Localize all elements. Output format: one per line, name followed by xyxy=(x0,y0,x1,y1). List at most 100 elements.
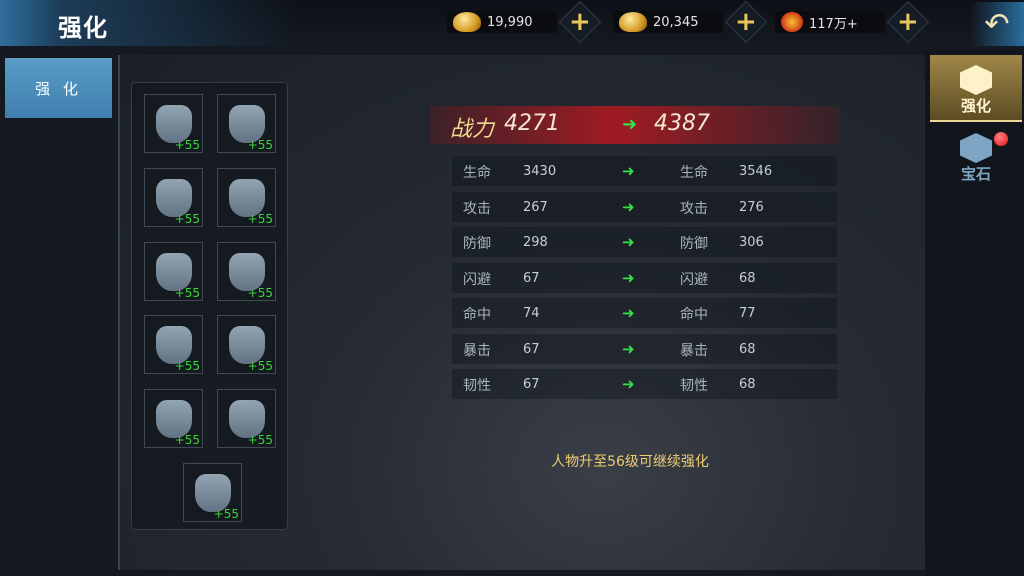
enhance-limit-message: 人物升至56级可继续强化 xyxy=(551,454,709,470)
add-coins-button[interactable]: + xyxy=(886,0,930,44)
enhance-level: +55 xyxy=(174,433,200,447)
right-sidebar: 强化 宝石 xyxy=(925,50,1024,576)
arrow-right-icon: ➜ xyxy=(622,375,635,393)
stat-row: 暴击 67 ➜ 暴击 68 xyxy=(452,333,837,364)
equipment-slot[interactable]: +55 xyxy=(144,242,203,301)
tab-enhance[interactable]: 强 化 xyxy=(5,58,112,118)
plus-icon: + xyxy=(897,6,919,37)
gem-emblem-icon xyxy=(960,133,992,163)
enhance-level: +55 xyxy=(247,359,273,373)
arrow-right-icon: ➜ xyxy=(622,268,635,287)
enhance-level: +55 xyxy=(247,212,273,226)
stat-row: 生命 3430 ➜ 生命 3546 xyxy=(452,156,837,186)
arrow-right-icon: ➜ xyxy=(622,162,635,180)
back-arrow-icon: ↶ xyxy=(984,6,1010,42)
stat-next: 68 xyxy=(739,377,756,392)
stat-current: 74 xyxy=(523,306,540,321)
enhance-level: +55 xyxy=(174,138,200,152)
stat-row: 攻击 267 ➜ 攻击 276 xyxy=(452,191,837,222)
arrow-right-icon: ➜ xyxy=(622,114,638,135)
blade-icon xyxy=(228,325,265,364)
stat-name: 暴击 xyxy=(463,342,491,359)
page-title: 强化 xyxy=(58,14,108,42)
stat-next: 77 xyxy=(739,306,756,321)
stat-name-next: 韧性 xyxy=(680,378,708,394)
stat-next: 306 xyxy=(739,235,764,250)
equipment-slot[interactable]: +55 xyxy=(144,168,203,227)
stat-row: 闪避 67 ➜ 闪避 68 xyxy=(452,262,837,293)
equipment-panel: +55 +55 +55 +55 +55 +55 +55 +55 +55 +55 +55 xyxy=(131,82,288,530)
stat-current: 267 xyxy=(523,199,548,215)
stat-current: 67 xyxy=(523,270,540,286)
stat-current: 298 xyxy=(523,235,548,250)
enhance-level: +55 xyxy=(174,286,200,300)
enhance-emblem-icon xyxy=(960,65,992,95)
stat-name: 命中 xyxy=(463,307,491,323)
power-next: 4387 xyxy=(654,111,710,136)
bound-gold-value: 20,345 xyxy=(653,14,699,30)
coins-value: 117万+ xyxy=(809,16,858,32)
equipment-slot[interactable]: +55 xyxy=(183,463,242,522)
currency-bound-gold: 20,345 + xyxy=(613,0,768,44)
stat-name: 防御 xyxy=(463,236,491,252)
add-bound-gold-button[interactable]: + xyxy=(724,0,768,44)
equipment-slot[interactable]: +55 xyxy=(217,315,276,374)
necklace-icon xyxy=(228,178,265,217)
equipment-slot[interactable]: +55 xyxy=(217,94,276,153)
bound-gold-ingot-icon xyxy=(619,12,647,32)
armor-icon xyxy=(155,178,192,217)
side-tab-label: 宝石 xyxy=(960,165,991,183)
stat-name-next: 闪避 xyxy=(680,271,708,288)
stat-current: 3430 xyxy=(523,164,557,179)
ring-icon xyxy=(228,399,265,438)
copper-coins-icon xyxy=(781,12,803,32)
gold-ingot-icon xyxy=(453,12,481,32)
enhance-level: +55 xyxy=(174,212,200,226)
stat-row: 防御 298 ➜ 防御 306 xyxy=(452,227,837,257)
pants-icon xyxy=(155,325,192,364)
sword-icon xyxy=(194,473,231,512)
equipment-slot[interactable]: +55 xyxy=(144,94,203,153)
power-banner: 战力 4271 ➜ 4387 xyxy=(430,106,840,144)
side-tab-gem[interactable]: 宝石 xyxy=(930,130,1022,186)
side-tab-enhance[interactable]: 强化 xyxy=(930,55,1022,122)
plus-icon: + xyxy=(569,6,591,37)
equipment-slot[interactable]: +55 xyxy=(144,389,203,448)
stat-next: 68 xyxy=(739,270,756,286)
stat-name: 韧性 xyxy=(463,378,491,394)
helmet-icon xyxy=(155,104,192,143)
title-background xyxy=(0,0,300,46)
equipment-slot[interactable]: +55 xyxy=(217,242,276,301)
side-tab-label: 强化 xyxy=(960,97,991,115)
back-button[interactable]: ↶ xyxy=(970,2,1024,46)
belt-icon xyxy=(155,252,192,291)
arrow-right-icon: ➜ xyxy=(622,339,635,358)
enhance-level: +55 xyxy=(247,433,273,447)
currency-coins: 117万+ + xyxy=(775,0,930,44)
stat-next: 68 xyxy=(739,341,756,357)
currency-gold: 19,990 + xyxy=(447,0,602,44)
top-bar: 强化 19,990 + 20,345 + 117万+ + ↶ xyxy=(0,0,1024,50)
stat-next: 276 xyxy=(739,199,764,215)
notification-badge xyxy=(994,132,1008,146)
enhance-level: +55 xyxy=(213,507,239,521)
stat-name-next: 暴击 xyxy=(680,342,708,359)
stat-next: 3546 xyxy=(739,164,773,179)
plus-icon: + xyxy=(735,6,757,37)
enhance-level: +55 xyxy=(247,286,273,300)
stat-name-next: 生命 xyxy=(680,165,708,181)
stat-name: 生命 xyxy=(463,165,491,181)
stat-row: 韧性 67 ➜ 韧性 68 xyxy=(452,369,837,399)
stat-name: 闪避 xyxy=(463,271,491,288)
power-label: 战力 xyxy=(450,117,495,142)
stat-row: 命中 74 ➜ 命中 77 xyxy=(452,298,837,328)
gold-value: 19,990 xyxy=(487,14,533,30)
equipment-slot[interactable]: +55 xyxy=(217,389,276,448)
shoulder-icon xyxy=(228,104,265,143)
add-gold-button[interactable]: + xyxy=(558,0,602,44)
enhance-level: +55 xyxy=(247,138,273,152)
equipment-slot[interactable]: +55 xyxy=(144,315,203,374)
bracer-icon xyxy=(228,252,265,291)
stat-name-next: 命中 xyxy=(680,307,708,323)
equipment-slot[interactable]: +55 xyxy=(217,168,276,227)
